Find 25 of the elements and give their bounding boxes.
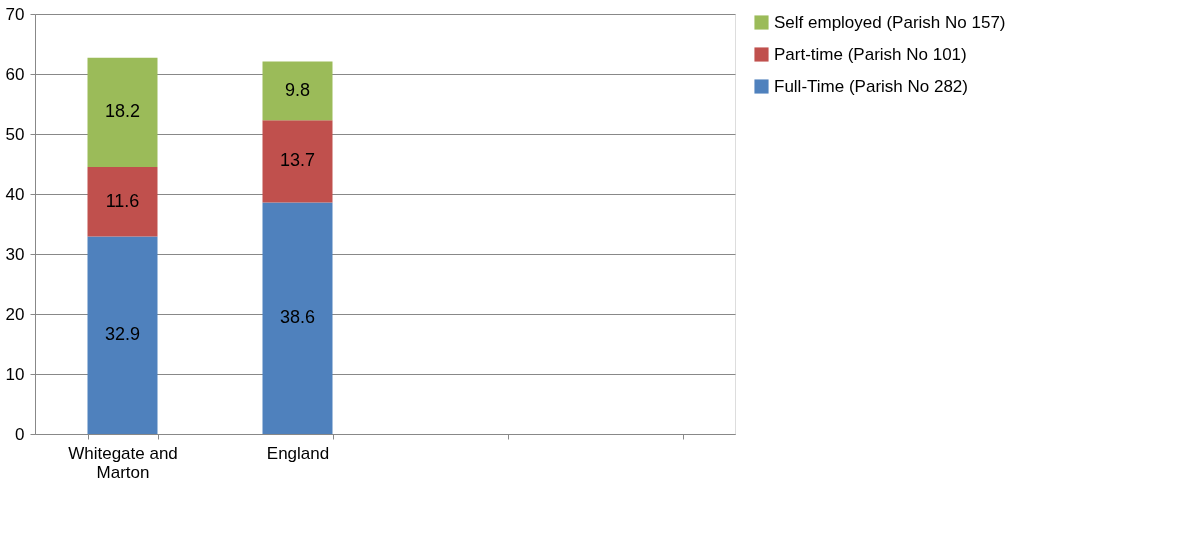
- y-tick-label: 0: [15, 424, 25, 444]
- data-label: 9.8: [284, 79, 311, 100]
- bar: [87, 236, 158, 434]
- bar: [87, 57, 158, 167]
- y-tick-label: 50: [5, 124, 25, 144]
- x-tick-label: England: [266, 443, 330, 463]
- bar: [262, 120, 333, 203]
- y-tick-label: 30: [5, 244, 25, 264]
- data-label: 13.7: [279, 150, 316, 171]
- data-label: 32.9: [104, 324, 141, 345]
- data-label: 38.6: [279, 307, 316, 328]
- y-tick-label: 70: [5, 4, 25, 24]
- legend-label: Full-Time (Parish No 282): [774, 76, 968, 96]
- bar: [262, 202, 333, 434]
- bar: [87, 167, 158, 237]
- y-tick-label: 60: [5, 64, 25, 84]
- data-label: 11.6: [105, 190, 140, 211]
- data-label: 18.2: [104, 101, 141, 122]
- legend-label: Part-time (Parish No 101): [774, 44, 967, 64]
- bar: [262, 61, 333, 121]
- y-tick-label: 10: [5, 364, 25, 384]
- y-tick-label: 40: [5, 184, 25, 204]
- x-tick-label: Whitegate and Marton: [68, 443, 178, 482]
- legend-label: Self employed (Parish No 157): [774, 12, 1006, 32]
- y-tick-label: 20: [5, 304, 25, 324]
